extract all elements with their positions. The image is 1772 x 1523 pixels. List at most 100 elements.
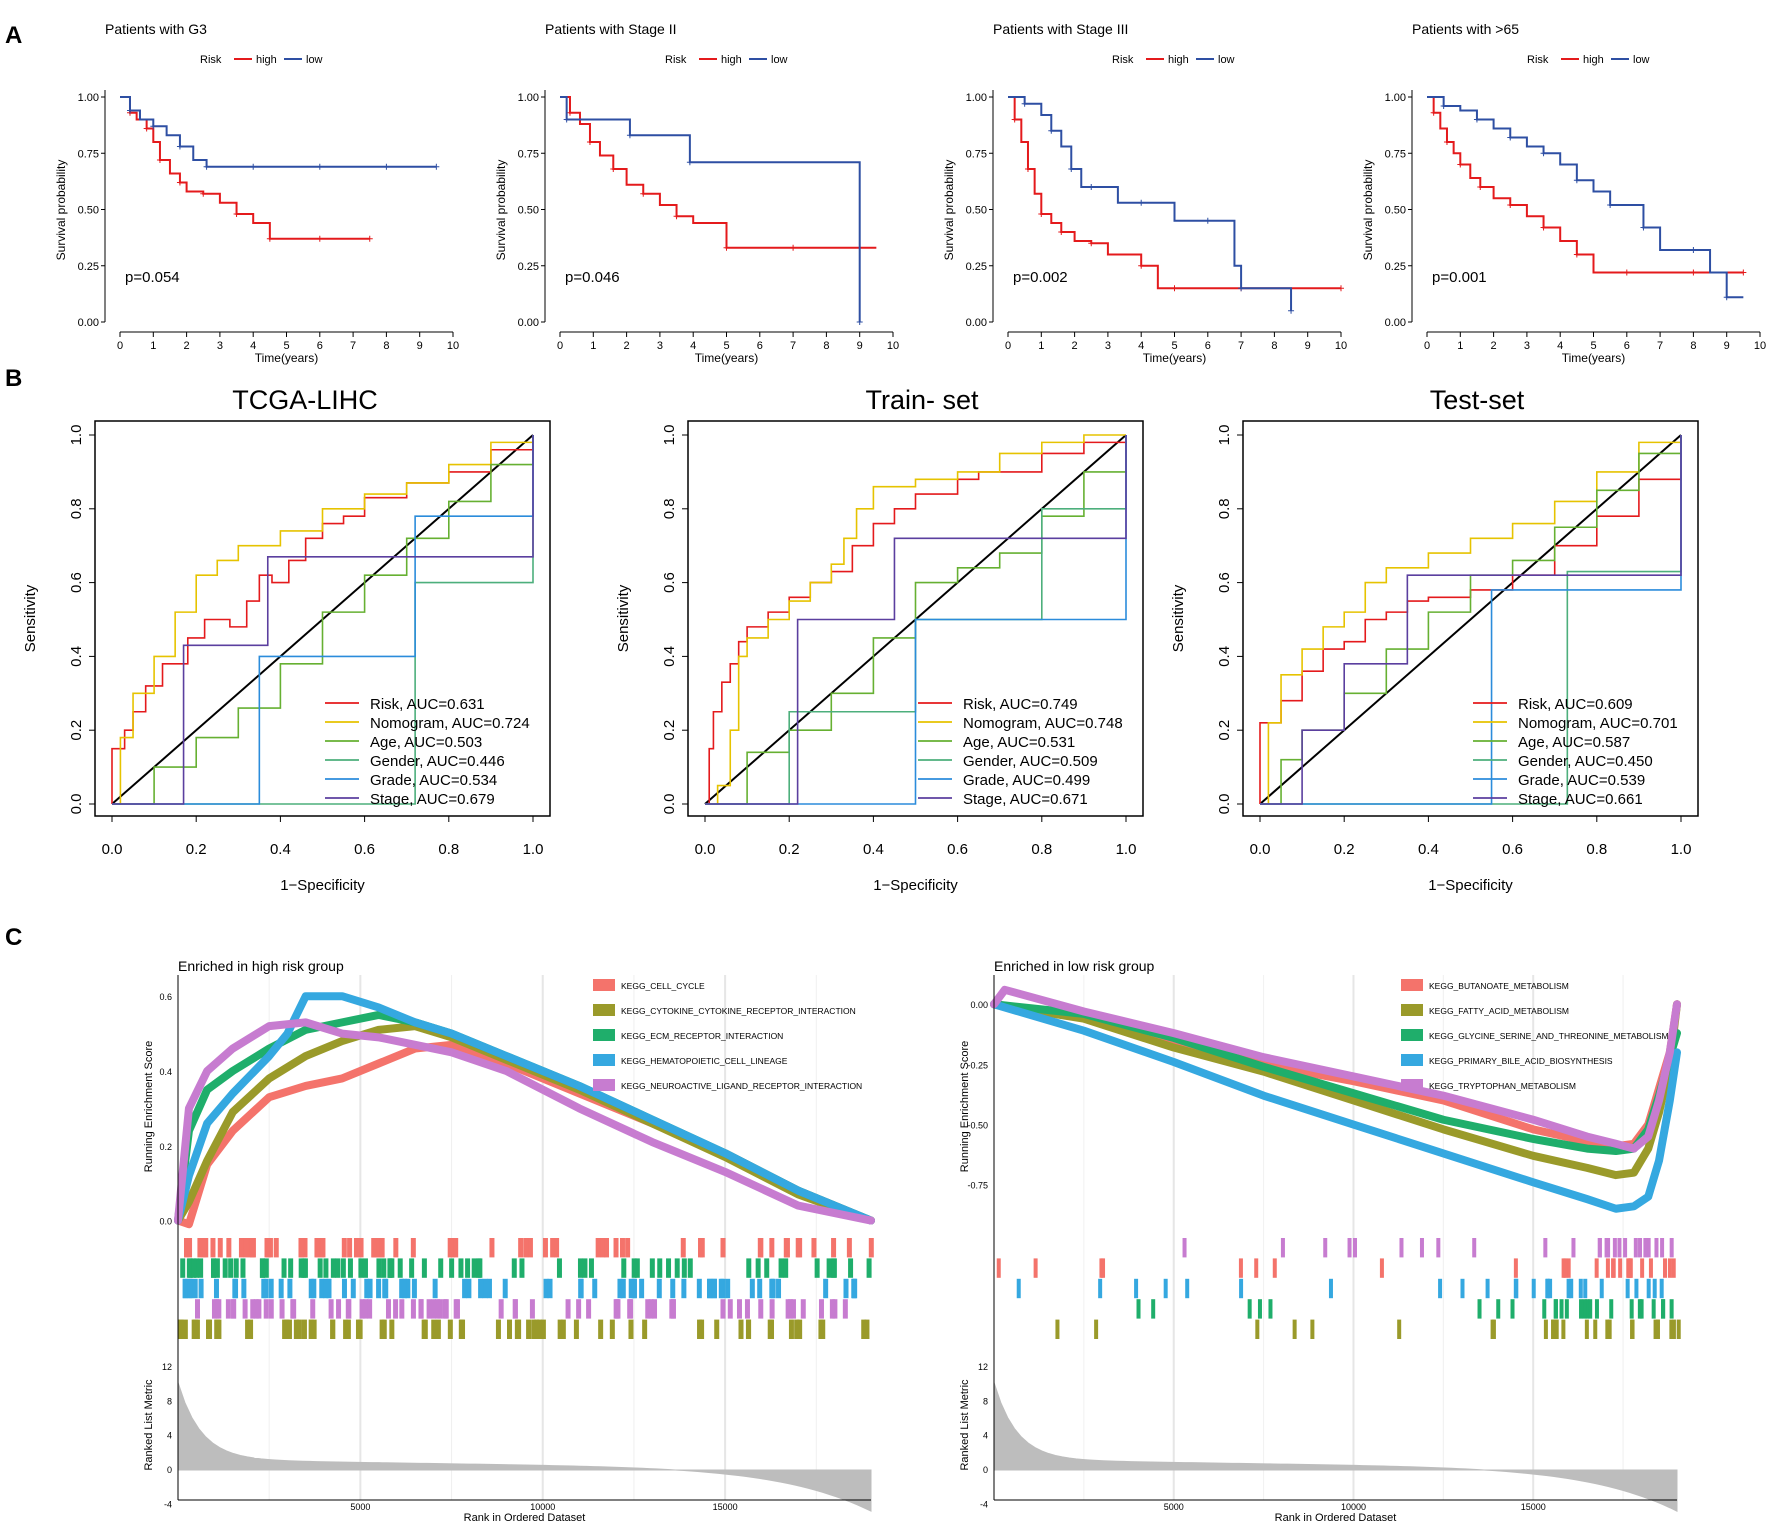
gsea-legend-key [593, 1029, 615, 1041]
gsea-hit-bar [648, 1299, 654, 1319]
gsea-hit-bar [1257, 1299, 1262, 1319]
km-xtick-label: 1 [1457, 340, 1463, 352]
roc-xtick-label: 0.2 [1334, 841, 1355, 858]
gsea-hit-bar [1588, 1299, 1593, 1319]
gsea-hit-bar [1651, 1299, 1656, 1319]
gsea-hit-bar [198, 1258, 204, 1278]
roc-frame [94, 420, 551, 817]
km-curve-high [1427, 96, 1744, 274]
gsea-hit-bar [343, 1319, 349, 1339]
roc-frame [687, 420, 1144, 817]
roc-ytick-label: 0.6 [1216, 572, 1233, 593]
gsea-hit-bar [435, 1319, 441, 1339]
gsea-hit-bar [213, 1278, 219, 1299]
roc-xtick-label: 1.0 [1671, 841, 1692, 858]
roc-legend-label: Gender, AUC=0.446 [370, 753, 505, 770]
gsea-hit-bar [1272, 1258, 1277, 1278]
roc-xtick-label: 0.6 [1502, 841, 1523, 858]
roc-xlabel: 1−Specificity [280, 877, 365, 894]
gsea-legend-label: KEGG_ECM_RECEPTOR_INTERACTION [621, 1031, 783, 1041]
gsea-ranked-metric-area [177, 1382, 872, 1512]
roc-xlabel: 1−Specificity [1428, 877, 1513, 894]
roc-frame [1242, 420, 1699, 817]
km-xlabel: Time(years) [695, 351, 759, 365]
km-xtick-label: 5 [1171, 340, 1177, 352]
gsea-legend-key [1401, 1054, 1423, 1066]
gsea-hit-bar [1436, 1238, 1441, 1258]
gsea-hit-bar [1255, 1319, 1260, 1339]
gsea-hit-bar [1605, 1319, 1610, 1339]
gsea-hit-bar [577, 1258, 583, 1278]
gsea-hit-bar [814, 1258, 820, 1278]
km-censor-mark [1740, 269, 1747, 276]
gsea-hit-bar [438, 1258, 444, 1278]
gsea-hit-bar [1485, 1278, 1490, 1299]
gsea-hit-bar [758, 1299, 764, 1319]
gsea-hit-bar [1564, 1299, 1569, 1319]
gsea-hit-bar [848, 1258, 854, 1278]
km-censor-mark [203, 163, 210, 170]
km-legend-title: Risk [200, 54, 222, 66]
gsea-hit-bar [680, 1238, 686, 1258]
gsea-hit-bar [1280, 1238, 1285, 1258]
gsea-ytick-label: 0.6 [159, 992, 172, 1002]
gsea-hit-bar [852, 1278, 858, 1299]
km-pvalue: p=0.054 [125, 269, 180, 286]
gsea-hit-bar [657, 1258, 663, 1278]
gsea-hit-bar [283, 1319, 289, 1339]
gsea-hit-bar [233, 1258, 239, 1278]
gsea-hit-bar [714, 1319, 720, 1339]
gsea-hit-bar [1671, 1319, 1676, 1339]
gsea-hit-bar [253, 1299, 259, 1319]
gsea-hit-bar [323, 1278, 329, 1299]
km-legend-title: Risk [665, 54, 687, 66]
gsea-hit-bar [769, 1319, 775, 1339]
roc-ytick-label: 0.2 [661, 720, 678, 741]
roc-curve-grade [705, 435, 1127, 805]
km-censor-mark [1048, 127, 1055, 134]
gsea-hit-bar [192, 1278, 198, 1299]
gsea-hit-bar [1543, 1319, 1548, 1339]
km-plot-3: Patients with Stage III Risk high low 0.00 0.… [942, 21, 1347, 365]
gsea-hit-bar [449, 1258, 455, 1278]
km-plot-1: Patients with G3 Risk high low 0.00 0.25 0.50 0… [54, 21, 459, 365]
km-xtick-label: 1 [150, 340, 156, 352]
gsea-hit-bar [1569, 1278, 1574, 1299]
km-curve-high [560, 96, 877, 249]
km-censor-mark [1443, 139, 1450, 145]
gsea-hit-bar [1599, 1278, 1604, 1299]
gsea-hit-bar [609, 1319, 615, 1339]
roc-legend-label: Risk, AUC=0.609 [1518, 696, 1633, 713]
gsea-hit-bar [217, 1238, 223, 1258]
roc-ylabel: Sensitivity [1170, 584, 1187, 652]
gsea-xtick-label: 15000 [713, 1502, 738, 1512]
gsea-xlabel: Rank in Ordered Dataset [1275, 1512, 1397, 1523]
gsea-xtick-label: 15000 [1521, 1502, 1546, 1512]
km-ytick-label: 0.00 [518, 317, 539, 329]
km-legend-title: Risk [1527, 54, 1549, 66]
gsea-hit-bar [1438, 1278, 1443, 1299]
km-ytick-label: 0.50 [1385, 205, 1406, 217]
gsea-metric-tick-label: 0 [983, 1465, 988, 1475]
gsea-hit-bar [319, 1278, 325, 1299]
gsea-hit-bar [245, 1319, 251, 1339]
km-censor-mark [1338, 285, 1344, 292]
km-censor-mark [790, 244, 797, 251]
gsea-hit-bar [996, 1258, 1001, 1278]
gsea-hit-bar [458, 1258, 464, 1278]
gsea-hit-bar [744, 1299, 750, 1319]
gsea-hit-bar [614, 1299, 620, 1319]
gsea-hit-bar [1033, 1258, 1038, 1278]
gsea-hit-bar [604, 1238, 610, 1258]
km-censor-mark [1288, 307, 1295, 314]
gsea-metric-tick-label: 4 [983, 1431, 988, 1441]
roc-legend-label: Nomogram, AUC=0.748 [963, 715, 1123, 732]
roc-plot-2: Train- set 0.0 0.2 0.4 0.6 0.8 1.0 0.0 0.2 0.4 0.6… [615, 385, 1144, 894]
roc-xtick-label: 0.0 [102, 841, 123, 858]
km-censor-mark [1607, 202, 1614, 208]
km-xtick-label: 2 [624, 340, 630, 352]
gsea-hit-bar [1623, 1238, 1628, 1258]
gsea-ranked-metric-area [993, 1382, 1678, 1512]
km-xtick-label: 0 [557, 340, 563, 352]
